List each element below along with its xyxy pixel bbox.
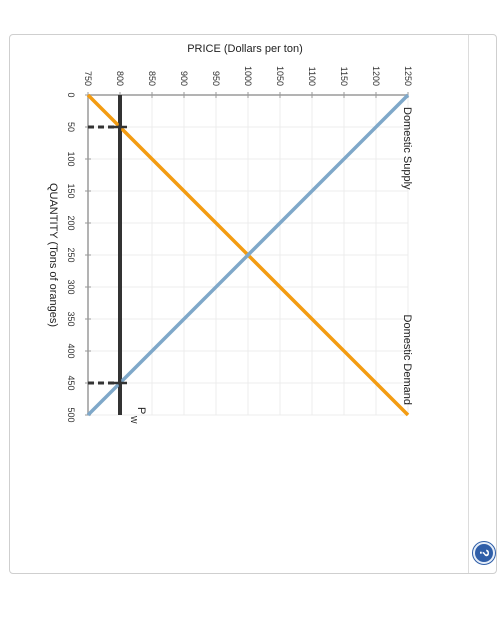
price-tick-label: 1200 (371, 66, 381, 86)
quantity-tick-label: 500 (66, 407, 76, 422)
help-button[interactable]: ? (472, 541, 496, 565)
price-tick-label: 1050 (275, 66, 285, 86)
quantity-tick-label: 50 (66, 122, 76, 132)
price-tick-label: 800 (115, 71, 125, 86)
quantity-tick-label: 400 (66, 343, 76, 358)
quantity-tick-label: 200 (66, 215, 76, 230)
quantity-tick-label: 0 (66, 92, 76, 97)
question-mark-icon: ? (475, 544, 493, 562)
price-tick-label: 900 (179, 71, 189, 86)
series-line-domestic-supply (86, 93, 410, 417)
world-price-label: P (135, 407, 147, 414)
sidebar-divider (468, 35, 469, 573)
price-tick-label: 1000 (243, 66, 253, 86)
series-label: Domestic Supply (401, 107, 413, 190)
chart-panel (9, 34, 497, 574)
price-tick-label: 850 (147, 71, 157, 86)
quantity-tick-label: 450 (66, 375, 76, 390)
plot-area: 750 800 850 900 950 1000 1050 1100 1150 1200 1250 0… (66, 66, 413, 424)
price-tick-label: 1100 (307, 67, 317, 86)
quantity-tick-label: 300 (66, 279, 76, 294)
quantity-tick-label: 150 (66, 183, 76, 198)
series-label: Domestic Demand (401, 315, 413, 405)
price-tick-label: 1150 (339, 67, 349, 86)
x-axis-title: QUANTITY (Tons of oranges) (47, 183, 59, 327)
price-tick-label: 1250 (403, 66, 413, 86)
price-tick-label: 950 (211, 71, 221, 86)
quantity-tick-label: 250 (66, 247, 76, 262)
quantity-tick-label: 350 (66, 311, 76, 326)
world-price-subscript: W (129, 416, 138, 424)
price-tick-label: 750 (83, 71, 93, 86)
quantity-tick-label: 100 (66, 151, 76, 166)
y-axis-title: PRICE (Dollars per ton) (187, 43, 303, 55)
